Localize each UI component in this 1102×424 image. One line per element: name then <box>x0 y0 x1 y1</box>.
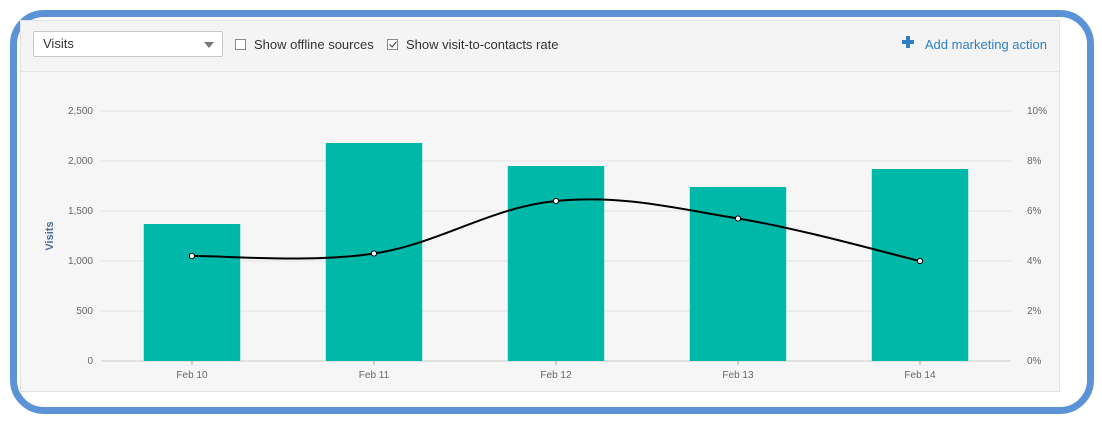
bar <box>143 224 241 361</box>
x-tick-label: Feb 11 <box>359 370 390 381</box>
y-tick-label: 1,500 <box>68 206 93 217</box>
plus-icon <box>901 35 914 48</box>
chart-panel: Visits Show offline sources Show visit-t… <box>20 20 1060 392</box>
x-tick-label: Feb 10 <box>176 370 208 381</box>
chart-bars <box>143 143 969 361</box>
y2-tick-label: 10% <box>1027 106 1047 117</box>
visit-rate-toggle[interactable]: Show visit-to-contacts rate <box>387 37 558 52</box>
bar <box>507 166 605 361</box>
offline-sources-label: Show offline sources <box>254 37 374 52</box>
rate-point <box>188 252 196 260</box>
y-tick-label: 2,500 <box>68 106 93 117</box>
rate-point <box>552 197 560 205</box>
chart-line <box>188 197 924 265</box>
offline-sources-toggle[interactable]: Show offline sources <box>235 37 374 52</box>
y2-tick-label: 6% <box>1027 206 1042 217</box>
y2-tick-label: 2% <box>1027 306 1042 317</box>
rate-point <box>734 215 742 222</box>
x-tick-label: Feb 14 <box>904 370 936 381</box>
chart-toolbar: Visits Show offline sources Show visit-t… <box>21 21 1059 72</box>
y2-tick-label: 8% <box>1027 156 1042 167</box>
chevron-down-icon[interactable] <box>204 42 214 48</box>
visit-rate-label: Show visit-to-contacts rate <box>406 37 559 52</box>
bar <box>871 169 969 361</box>
add-marketing-action-link[interactable]: Add marketing action <box>901 35 1047 52</box>
y2-tick-label: 0% <box>1027 356 1042 367</box>
y2-tick-label: 4% <box>1027 256 1042 267</box>
x-tick-label: Feb 12 <box>540 370 572 381</box>
rate-point <box>916 257 924 265</box>
add-marketing-action-label: Add marketing action <box>924 37 1047 52</box>
x-tick-label: Feb 13 <box>722 370 754 381</box>
visits-chart: 0 500 1,000 1,500 2,000 2,500 0% 2% 4% 6% 8% 10% Vis… <box>44 106 1047 381</box>
offline-sources-checkbox[interactable] <box>235 39 246 50</box>
y-tick-label: 0 <box>87 356 93 367</box>
rate-point <box>370 250 378 257</box>
y-tick-label: 1,000 <box>68 256 93 267</box>
visit-rate-checkbox[interactable] <box>387 39 398 50</box>
metric-select-value: Visits <box>43 36 74 51</box>
metric-select[interactable]: Visits <box>33 31 223 57</box>
y-tick-label: 500 <box>76 306 93 317</box>
y-tick-label: 2,000 <box>68 156 93 167</box>
chart-axes: 0 500 1,000 1,500 2,000 2,500 0% 2% 4% 6% 8% 10% Vis… <box>44 106 1047 381</box>
y-axis-label: Visits <box>44 221 56 250</box>
